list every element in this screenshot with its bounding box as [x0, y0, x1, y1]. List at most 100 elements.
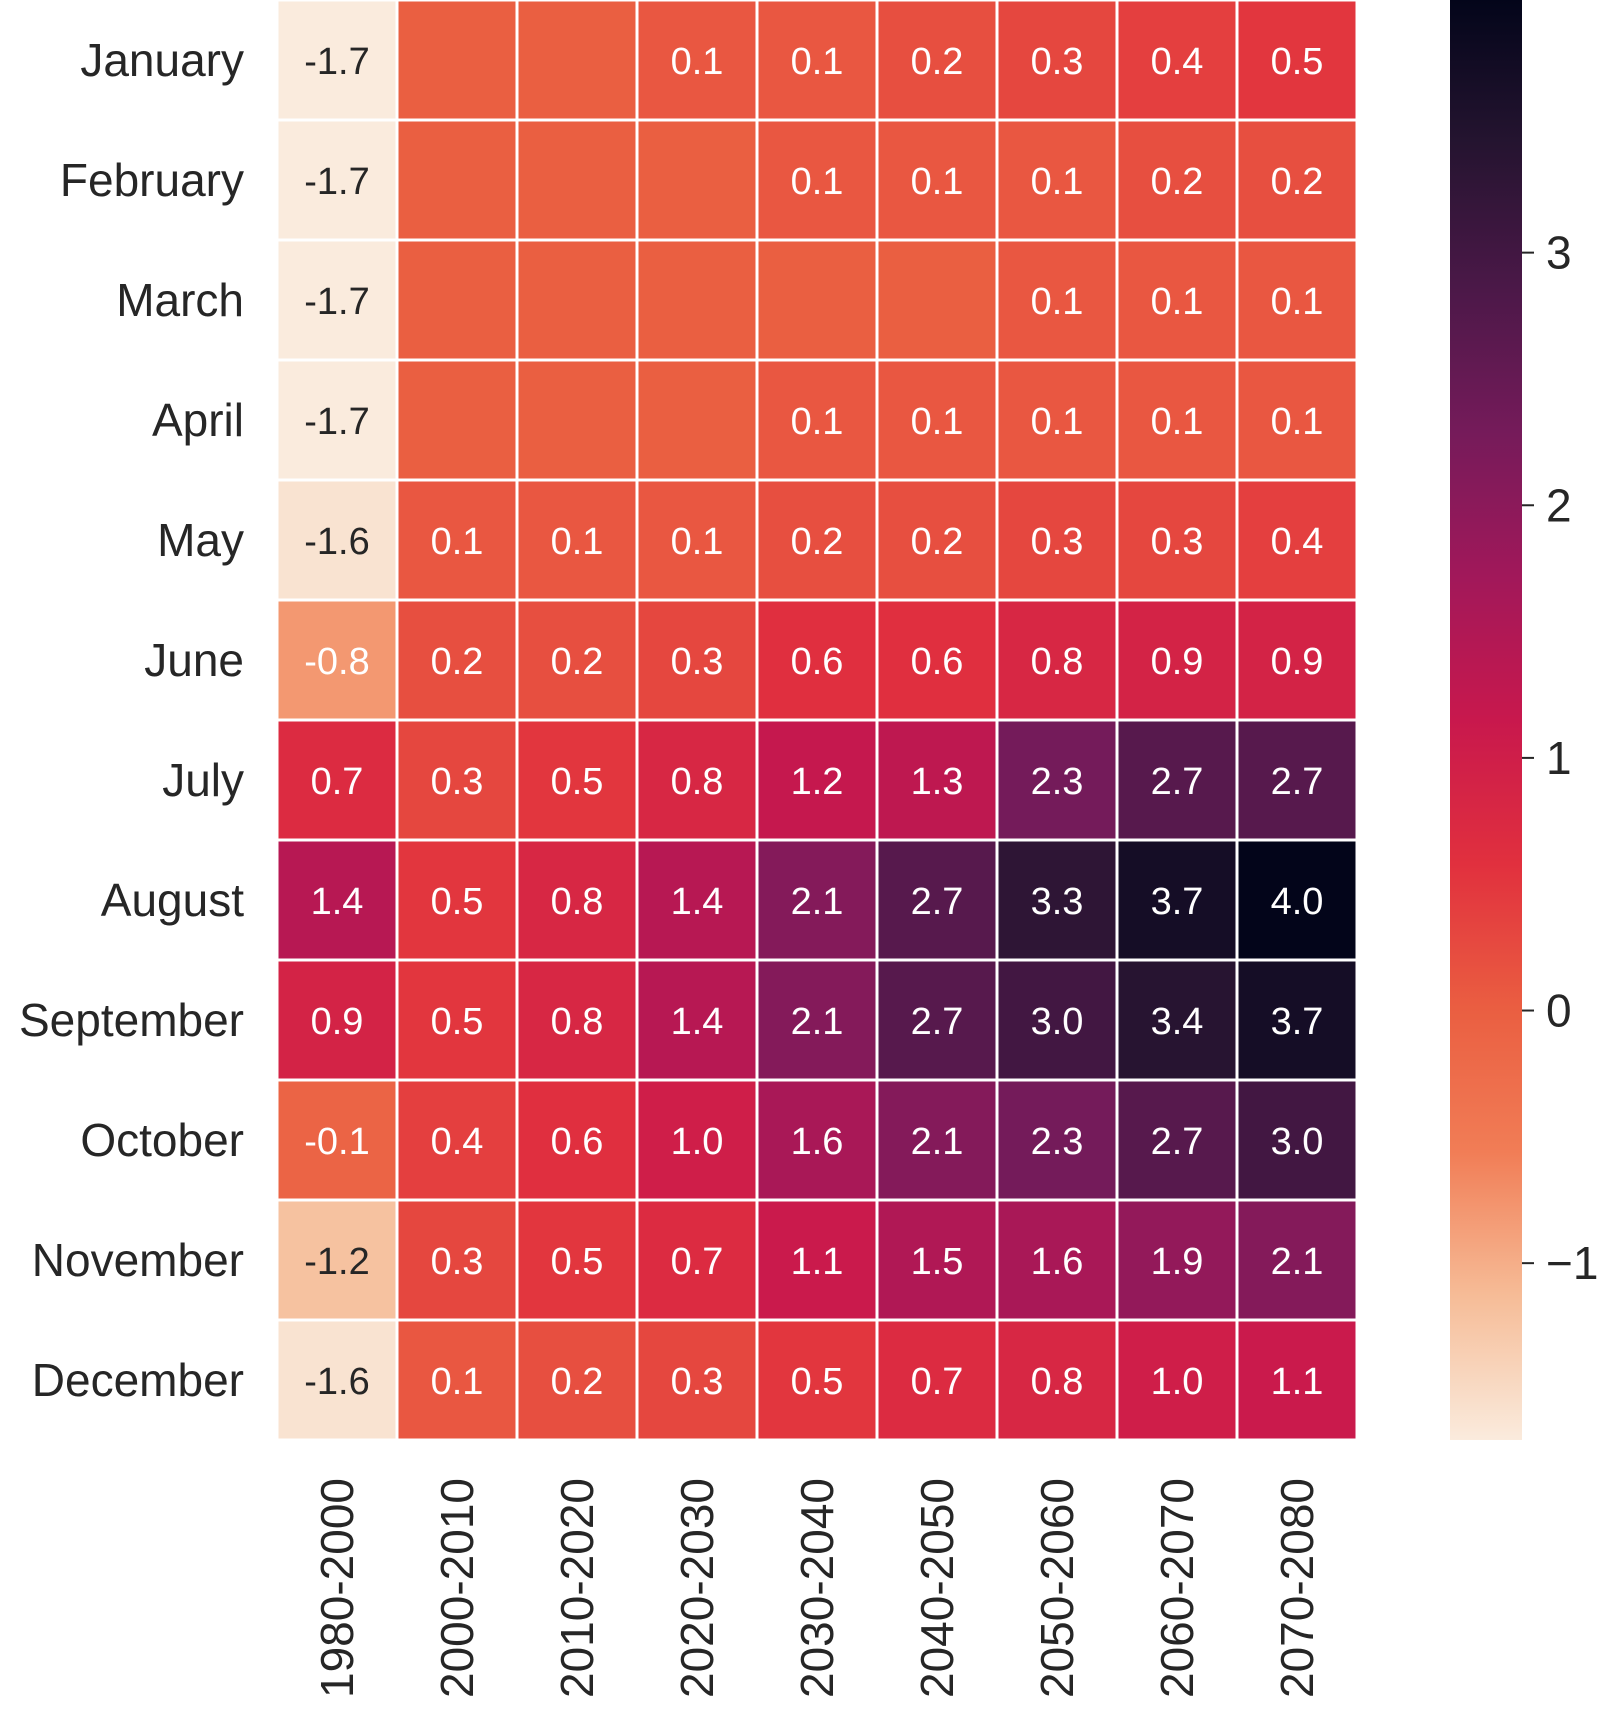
- cell-value-label: -1.2: [304, 1241, 369, 1283]
- cell-value-label: 3.7: [1151, 881, 1204, 923]
- cell-value-label: 0.9: [1151, 641, 1204, 683]
- cell-value-label: 0.2: [911, 41, 964, 83]
- heatmap-cell-may-2060-2070: [1115, 478, 1239, 602]
- column-label-1980-2000: 1980-2000: [311, 1478, 363, 1698]
- heatmap-cell-september-2030-2040: [755, 958, 879, 1082]
- column-label-2010-2020: 2010-2020: [551, 1478, 603, 1698]
- heatmap-cell-july-2040-2050: [875, 718, 999, 842]
- heatmap-cell-february-1980-2000: [275, 118, 399, 242]
- cell-value-label: 1.9: [1151, 1241, 1204, 1283]
- row-label-july: July: [162, 754, 244, 806]
- cell-value-label: -1.7: [304, 161, 369, 203]
- cell-value-label: 0.1: [671, 521, 724, 563]
- cell-value-label: 0.1: [1031, 281, 1084, 323]
- heatmap-cell-april-2060-2070: [1115, 358, 1239, 482]
- cell-value-label: 0.7: [311, 761, 364, 803]
- heatmap-cell-december-2040-2050: [875, 1318, 999, 1442]
- cell-value-label: 0.6: [551, 1121, 604, 1163]
- cell-value-label: 0.4: [1271, 521, 1324, 563]
- heatmap-cell-march-2030-2040: [755, 238, 879, 362]
- cell-value-label: 0.3: [431, 761, 484, 803]
- cell-value-label: 0.3: [1031, 521, 1084, 563]
- cell-value-label: 0.2: [551, 1361, 604, 1403]
- colorbar-tick-label: 3: [1546, 227, 1572, 279]
- heatmap-cell-august-2050-2060: [995, 838, 1119, 962]
- heatmap-cell-june-2050-2060: [995, 598, 1119, 722]
- cell-value-label: 0.9: [311, 1001, 364, 1043]
- cell-value-label: 0.8: [671, 761, 724, 803]
- row-labels: January February March April May June July Augu…: [19, 34, 244, 1406]
- heatmap-cell-march-2010-2020: [515, 238, 639, 362]
- cell-value-label: 0.2: [431, 641, 484, 683]
- cell-value-label: 4.0: [1271, 881, 1324, 923]
- heatmap-cell-september-2010-2020: [515, 958, 639, 1082]
- cell-value-label: 0.1: [911, 401, 964, 443]
- cell-value-label: 0.6: [791, 641, 844, 683]
- cell-value-label: 2.1: [791, 1001, 844, 1043]
- heatmap-cell-january-2020-2030: [635, 0, 759, 122]
- heatmap-cell-october-1980-2000: [275, 1078, 399, 1202]
- heatmap-cell-january-2000-2010: [395, 0, 519, 122]
- heatmap-cell-february-2060-2070: [1115, 118, 1239, 242]
- cell-value-label: 0.1: [431, 1361, 484, 1403]
- cell-value-label: 0.8: [551, 881, 604, 923]
- cell-value-label: 2.7: [1271, 761, 1324, 803]
- heatmap-cell-october-2060-2070: [1115, 1078, 1239, 1202]
- heatmap-cell-april-2050-2060: [995, 358, 1119, 482]
- cell-value-label: 0.8: [551, 1001, 604, 1043]
- cell-value-label: 0.1: [671, 41, 724, 83]
- cell-value-label: 0.8: [1031, 641, 1084, 683]
- cell-value-label: 1.0: [1151, 1361, 1204, 1403]
- row-label-november: November: [32, 1234, 244, 1286]
- heatmap-cell-june-2020-2030: [635, 598, 759, 722]
- row-label-february: February: [60, 154, 244, 206]
- colorbar: 3 2 1 0 −1: [1450, 0, 1598, 1440]
- cell-value-label: 3.4: [1151, 1001, 1204, 1043]
- heatmap-cell-may-2000-2010: [395, 478, 519, 602]
- heatmap-cell-march-2020-2030: [635, 238, 759, 362]
- cell-value-label: 2.7: [1151, 1121, 1204, 1163]
- heatmap-cell-december-2070-2080: [1235, 1318, 1359, 1442]
- cell-value-label: 0.1: [551, 521, 604, 563]
- cell-value-label: 0.5: [431, 1001, 484, 1043]
- heatmap-cell-april-1980-2000: [275, 358, 399, 482]
- heatmap-cell-june-2070-2080: [1235, 598, 1359, 722]
- column-label-2020-2030: 2020-2030: [671, 1478, 723, 1698]
- cell-value-label: 3.3: [1031, 881, 1084, 923]
- heatmap-cell-june-2000-2010: [395, 598, 519, 722]
- cell-value-label: 0.2: [1151, 161, 1204, 203]
- cell-value-label: -1.7: [304, 281, 369, 323]
- cell-value-label: 0.4: [431, 1121, 484, 1163]
- row-label-october: October: [80, 1114, 244, 1166]
- cell-value-label: 0.4: [1151, 41, 1204, 83]
- heatmap-cell-november-2040-2050: [875, 1198, 999, 1322]
- heatmap-cell-september-2000-2010: [395, 958, 519, 1082]
- colorbar-tick-label: 2: [1546, 479, 1572, 531]
- heatmap-cell-december-2030-2040: [755, 1318, 879, 1442]
- heatmap-cell-february-2070-2080: [1235, 118, 1359, 242]
- cell-value-label: 2.3: [1031, 1121, 1084, 1163]
- cell-value-label: 0.2: [791, 521, 844, 563]
- heatmap-cell-september-2060-2070: [1115, 958, 1239, 1082]
- cell-value-label: 0.1: [791, 401, 844, 443]
- cell-value-label: 1.5: [911, 1241, 964, 1283]
- cell-value-label: 1.2: [791, 761, 844, 803]
- heatmap-cell-june-2030-2040: [755, 598, 879, 722]
- heatmap-cell-august-2040-2050: [875, 838, 999, 962]
- column-label-2030-2040: 2030-2040: [791, 1478, 843, 1698]
- heatmap-cell-april-2070-2080: [1235, 358, 1359, 482]
- cell-value-label: 2.3: [1031, 761, 1084, 803]
- heatmap-cell-may-1980-2000: [275, 478, 399, 602]
- heatmap-cell-march-2000-2010: [395, 238, 519, 362]
- colorbar-gradient: [1450, 0, 1522, 1440]
- cell-value-label: -0.8: [304, 641, 369, 683]
- heatmap-cell-april-2000-2010: [395, 358, 519, 482]
- heatmap-cell-october-2020-2030: [635, 1078, 759, 1202]
- cell-value-label: 0.7: [671, 1241, 724, 1283]
- heatmap-cell-august-2020-2030: [635, 838, 759, 962]
- cell-value-label: 0.5: [791, 1361, 844, 1403]
- cell-value-label: 0.1: [1031, 161, 1084, 203]
- cell-value-label: -1.6: [304, 521, 369, 563]
- cell-value-label: 2.7: [1151, 761, 1204, 803]
